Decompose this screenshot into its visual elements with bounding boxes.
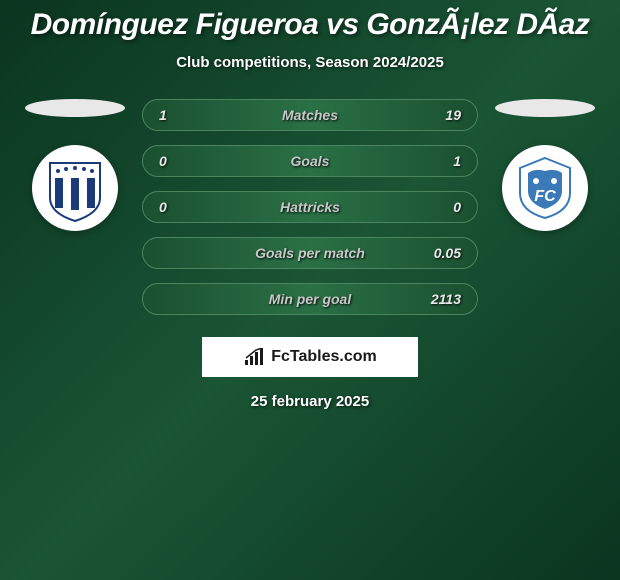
stat-left-value: 1 <box>159 107 199 123</box>
season-subtitle: Club competitions, Season 2024/2025 <box>0 54 620 71</box>
puebla-crest-icon: FC <box>510 153 580 223</box>
stat-right-value: 2113 <box>421 291 461 307</box>
stat-label: Hattricks <box>280 199 340 215</box>
stat-label: Matches <box>282 107 338 123</box>
svg-text:FC: FC <box>534 188 556 205</box>
left-shadow-ellipse <box>25 99 125 117</box>
stat-label: Min per goal <box>269 291 351 307</box>
stat-right-value: 19 <box>421 107 461 123</box>
stat-left-value: 0 <box>159 153 199 169</box>
left-club-badge <box>32 145 118 231</box>
content-row: 1 Matches 19 0 Goals 1 0 Hattricks 0 Goa… <box>0 99 620 315</box>
stat-row: Goals per match 0.05 <box>142 237 478 269</box>
stat-label: Goals <box>291 153 330 169</box>
stat-row: 0 Hattricks 0 <box>142 191 478 223</box>
pachuca-crest-icon <box>40 153 110 223</box>
stat-right-value: 0 <box>421 199 461 215</box>
stat-row: Min per goal 2113 <box>142 283 478 315</box>
chart-icon <box>243 348 265 366</box>
stat-right-value: 1 <box>421 153 461 169</box>
right-player-col: FC <box>490 99 600 231</box>
right-shadow-ellipse <box>495 99 595 117</box>
stat-row: 1 Matches 19 <box>142 99 478 131</box>
stat-row: 0 Goals 1 <box>142 145 478 177</box>
comparison-title: Domínguez Figueroa vs GonzÃ¡lez DÃ­az <box>0 0 620 42</box>
stats-list: 1 Matches 19 0 Goals 1 0 Hattricks 0 Goa… <box>130 99 490 315</box>
stat-left-value: 0 <box>159 199 199 215</box>
right-club-badge: FC <box>502 145 588 231</box>
stat-right-value: 0.05 <box>421 245 461 261</box>
brand-attribution[interactable]: FcTables.com <box>202 337 418 377</box>
brand-name: FcTables.com <box>271 348 377 366</box>
comparison-date: 25 february 2025 <box>0 393 620 410</box>
left-player-col <box>20 99 130 231</box>
stat-label: Goals per match <box>255 245 365 261</box>
